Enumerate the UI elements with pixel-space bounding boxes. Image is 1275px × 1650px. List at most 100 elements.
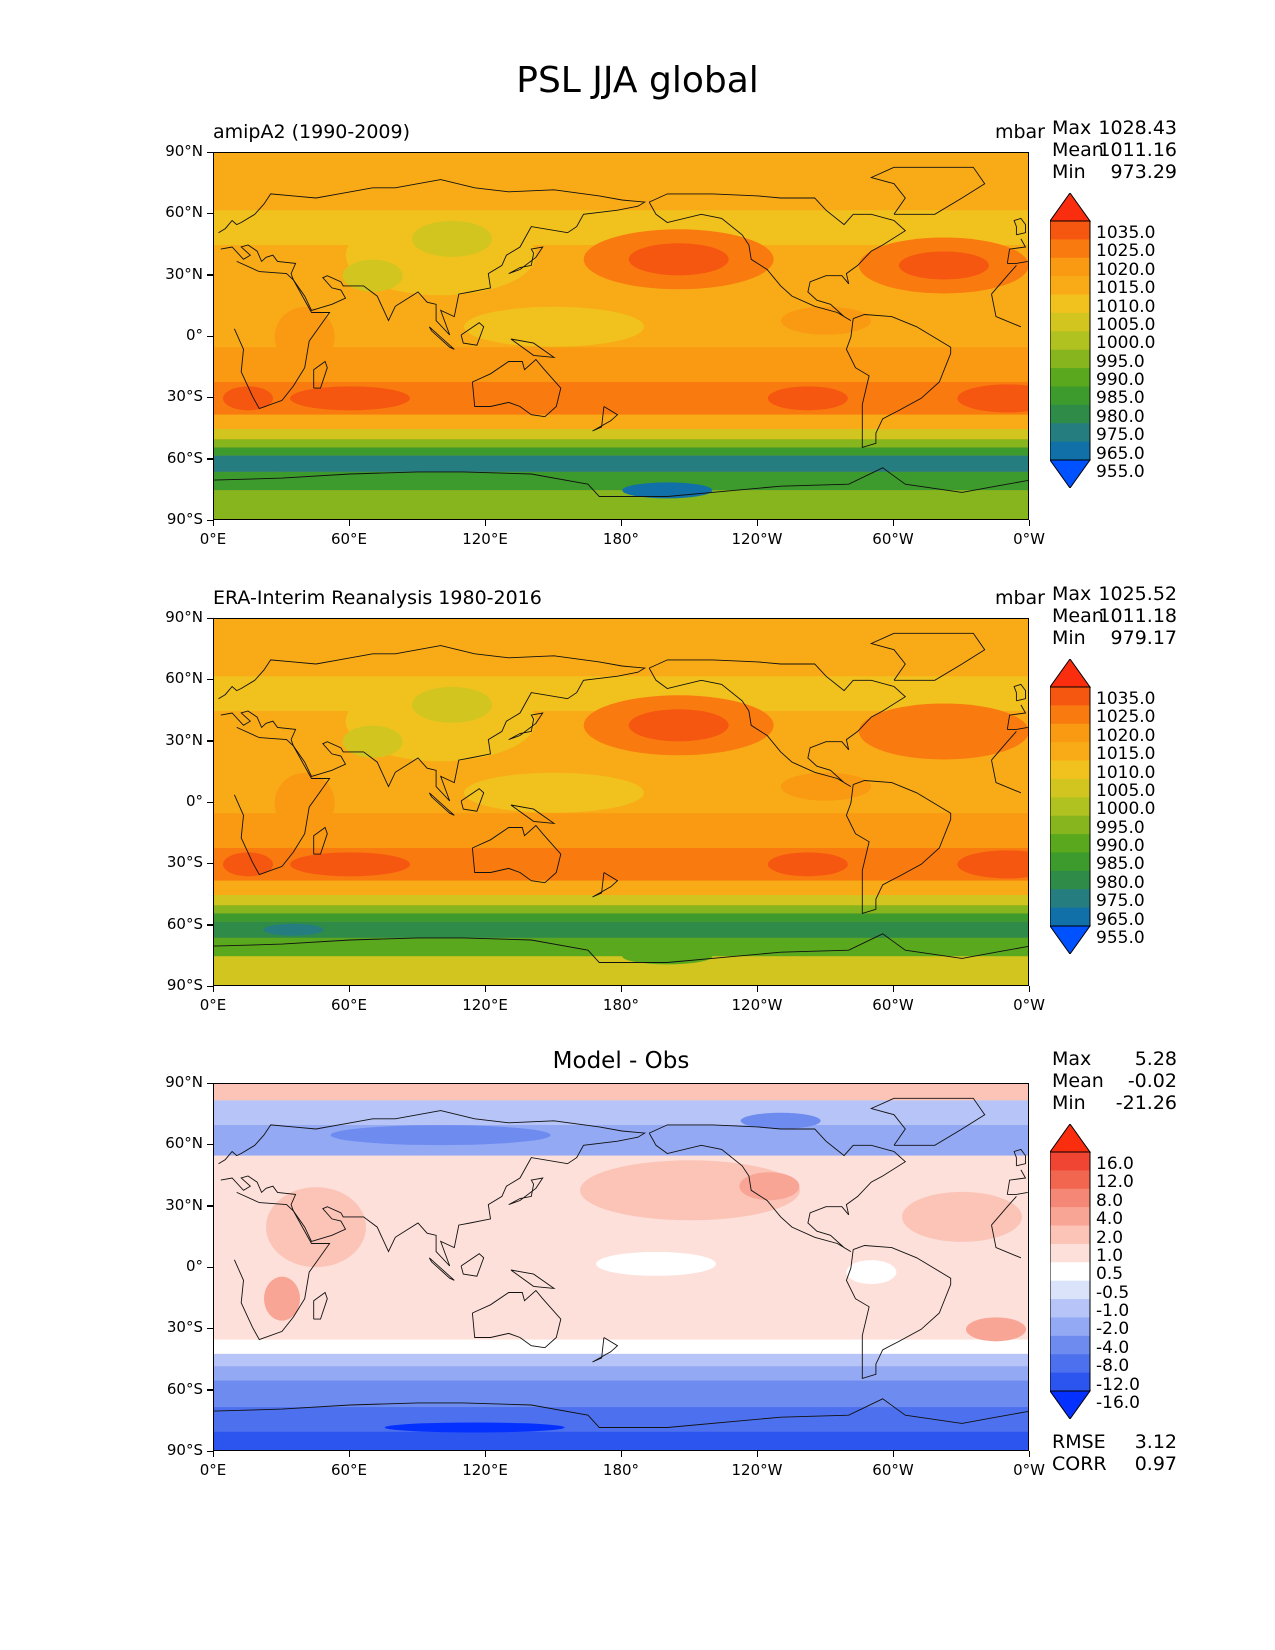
colorbar-swatch	[1050, 1188, 1090, 1208]
colorbar-swatch	[1050, 368, 1090, 387]
lat-tick-label: 30°N	[165, 1195, 203, 1214]
colorbar-tick-label: 4.0	[1096, 1209, 1124, 1230]
field-cell	[290, 852, 410, 877]
lat-tick-label: 90°N	[165, 142, 203, 160]
colorbar-tick-label: 965.0	[1096, 909, 1145, 930]
lon-tick-label: 0°W	[1013, 996, 1045, 1014]
lat-tick-label: 30°S	[166, 387, 203, 406]
panel-2-mean-label: Mean	[1052, 605, 1104, 627]
colorbar-tick-label: 1020.0	[1096, 259, 1156, 280]
coastline	[508, 1177, 544, 1206]
field-cell	[274, 773, 335, 833]
coastline	[510, 1269, 556, 1290]
coastline	[592, 1337, 619, 1363]
colorbar-tick-label: -12.0	[1096, 1374, 1140, 1395]
coastline	[460, 1253, 485, 1277]
coastline	[991, 731, 1017, 761]
colorbar-tick-label: 1000.0	[1096, 799, 1156, 820]
lat-tick-label: 30°S	[166, 1318, 203, 1337]
colorbar-tick-label: 975.0	[1096, 891, 1145, 912]
field-cell	[223, 852, 273, 877]
coastline	[214, 933, 1028, 963]
colorbar-tick-label: -8.0	[1096, 1356, 1130, 1377]
coastline	[510, 804, 556, 825]
lat-tick	[207, 1082, 213, 1084]
lon-tick	[1028, 520, 1030, 526]
lat-tick	[207, 924, 213, 926]
coastline	[991, 760, 1022, 794]
colorbar-tick-label: 1015.0	[1096, 744, 1156, 765]
colorbar-tick-label: 995.0	[1096, 351, 1145, 372]
colorbar-tick-label: 1025.0	[1096, 707, 1156, 728]
colorbar-swatch	[1050, 1354, 1090, 1374]
field-cell	[966, 1317, 1026, 1342]
panel-1-min-label: Min	[1052, 161, 1086, 183]
colorbar-swatch	[1050, 1262, 1090, 1282]
colorbar-swatch	[1050, 907, 1090, 927]
panel-2-colorbar: 955.0 965.0 975.0 980.0 985.0 990.0 995.0 1000.…	[1050, 659, 1160, 954]
lat-tick-label: 60°S	[166, 1379, 203, 1398]
coastline	[845, 780, 952, 915]
coastline	[218, 1110, 647, 1267]
colorbar-swatch	[1050, 797, 1090, 817]
lon-tick	[892, 1451, 894, 1457]
colorbar-extend-max	[1050, 659, 1091, 688]
panel-2-min-label: Min	[1052, 627, 1086, 649]
colorbar-swatch	[1050, 331, 1090, 351]
coastline	[991, 294, 1022, 328]
field-band	[214, 921, 1028, 938]
corr-value: 0.97	[1134, 1453, 1177, 1475]
field-band	[214, 1380, 1028, 1408]
lat-tick-label: 60°N	[165, 1134, 203, 1153]
panel-1-colorbar: 955.0 965.0 975.0 980.0 985.0 990.0 995.0 1000.…	[1050, 193, 1160, 488]
coastline	[214, 1398, 1028, 1428]
colorbar-tick-label: 990.0	[1096, 836, 1145, 857]
lat-tick	[207, 212, 213, 215]
field-cell	[902, 1191, 1022, 1242]
coastline	[313, 1291, 328, 1320]
lon-tick-label: 0°E	[199, 996, 227, 1014]
lon-tick	[484, 1451, 486, 1457]
lon-tick	[620, 520, 622, 526]
lon-tick-label: 60°W	[872, 530, 914, 548]
coastline	[1006, 238, 1027, 264]
lat-tick-label: 90°N	[165, 608, 203, 626]
field-cell	[266, 1187, 366, 1268]
panel-1-mean-label: Mean	[1052, 139, 1104, 161]
coastline	[1013, 1148, 1026, 1167]
lat-tick	[207, 1205, 213, 1207]
panel-3-colorbar: -16.0 -12.0 -8.0 -4.0 -2.0 -1.0 -0.5 0.5 1.0 2.0 4…	[1050, 1124, 1160, 1419]
colorbar-swatch	[1050, 852, 1090, 872]
colorbar-swatch	[1050, 1372, 1090, 1392]
panel-2-mean-value: 1011.18	[1098, 605, 1177, 627]
colorbar-tick-label: 1010.0	[1096, 296, 1156, 317]
lon-tick-label: 60°E	[330, 1461, 368, 1479]
lon-tick	[484, 520, 486, 526]
colorbar-tick-label: -0.5	[1096, 1282, 1130, 1303]
field-cell	[384, 1422, 565, 1433]
rmse-label: RMSE	[1052, 1431, 1106, 1453]
field-cell	[412, 220, 492, 257]
colorbar-swatch	[1050, 1207, 1090, 1226]
lat-tick-label: 0°	[185, 792, 203, 810]
lon-tick	[348, 520, 350, 526]
coastline	[313, 826, 328, 855]
colorbar-extend-min	[1050, 459, 1091, 488]
colorbar-tick-label: 980.0	[1096, 872, 1145, 893]
panel-1-min-value: 973.29	[1110, 161, 1177, 183]
lon-tick-label: 60°E	[330, 530, 368, 548]
lon-tick	[620, 1451, 622, 1457]
lat-tick	[207, 274, 213, 276]
panel-3-max-label: Max	[1052, 1048, 1092, 1070]
colorbar-swatch	[1050, 687, 1090, 706]
field-cell	[739, 1172, 800, 1201]
colorbar-tick-label: 955.0	[1096, 928, 1145, 948]
colorbar-swatch	[1050, 1170, 1090, 1190]
lat-tick	[207, 740, 213, 742]
field-cell	[957, 384, 1028, 413]
colorbar-tick-label: 995.0	[1096, 817, 1145, 838]
coastline	[233, 726, 331, 876]
colorbar-extend-max	[1050, 193, 1091, 222]
colorbar-swatch	[1050, 441, 1090, 461]
lon-tick-label: 180°	[602, 530, 640, 548]
